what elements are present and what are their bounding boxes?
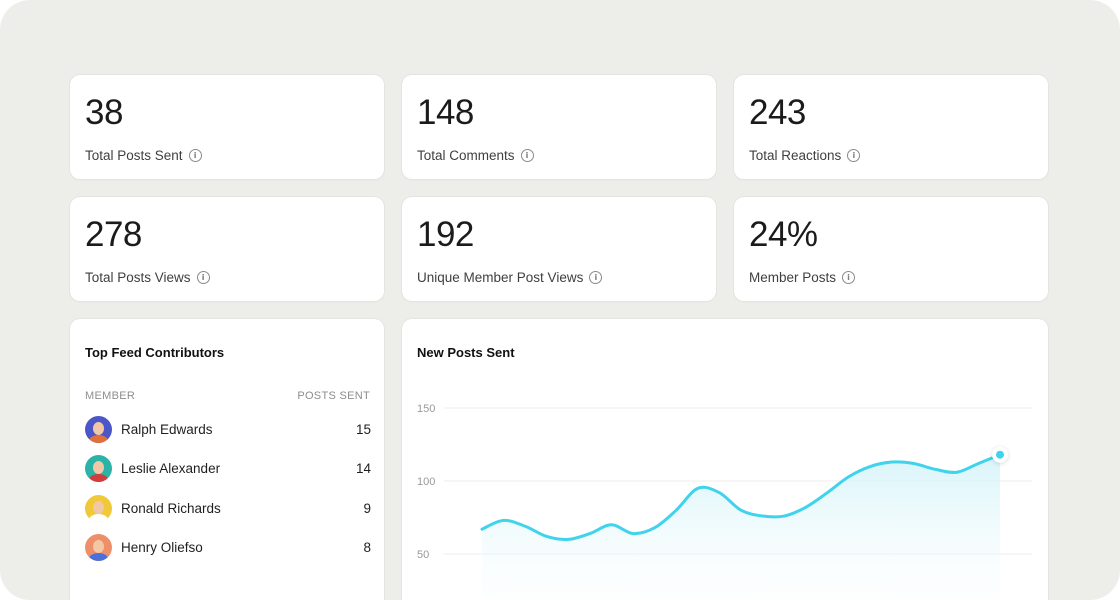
stat-value: 243 [749, 93, 806, 132]
chart-area-fill [482, 454, 1000, 600]
member-name: Ronald Richards [121, 500, 221, 516]
info-icon[interactable]: i [520, 149, 534, 162]
stat-label: Total Posts Sent [85, 148, 183, 163]
stat-value: 278 [85, 215, 142, 254]
info-icon[interactable]: i [589, 271, 603, 284]
info-icon[interactable]: i [847, 149, 861, 162]
member-name: Henry Oliefso [121, 539, 203, 555]
info-icon[interactable]: i [196, 271, 210, 284]
stat-card-total-posts-views[interactable]: 278 Total Posts Views i [70, 197, 384, 301]
panel-title: Top Feed Contributors [85, 345, 225, 360]
column-header-posts-sent: POSTS SENT [297, 390, 370, 402]
stat-label: Unique Member Post Views [417, 270, 584, 285]
y-tick-label: 50 [417, 549, 429, 561]
list-item[interactable]: Leslie Alexander 14 [85, 454, 371, 482]
avatar [85, 454, 112, 482]
posts-count: 14 [355, 460, 371, 476]
list-item[interactable]: Ralph Edwards 15 [85, 415, 371, 443]
stat-value: 24% [749, 215, 818, 254]
stat-card-total-posts-sent[interactable]: 38 Total Posts Sent i [70, 75, 384, 179]
avatar [85, 494, 112, 522]
stat-card-member-posts[interactable]: 24% Member Posts i [734, 197, 1048, 301]
stat-label: Total Reactions [749, 148, 842, 163]
new-posts-chart: 150 100 50 [417, 403, 1032, 600]
column-header-member: MEMBER [85, 390, 136, 402]
avatar [85, 415, 112, 443]
member-name: Leslie Alexander [121, 460, 221, 476]
stat-label: Total Posts Views [85, 270, 191, 285]
list-item[interactable]: Henry Oliefso 8 [85, 533, 371, 561]
stat-card-unique-member-post-views[interactable]: 192 Unique Member Post Views i [402, 197, 716, 301]
stat-label: Member Posts [749, 270, 837, 285]
y-tick-label: 150 [417, 403, 435, 415]
stat-card-total-comments[interactable]: 148 Total Comments i [402, 75, 716, 179]
avatar [85, 533, 112, 561]
posts-count: 8 [363, 539, 371, 555]
stat-card-total-reactions[interactable]: 243 Total Reactions i [734, 75, 1048, 179]
stat-value: 148 [417, 93, 474, 132]
chart-end-point[interactable] [996, 450, 1004, 459]
panel-title: New Posts Sent [417, 345, 515, 360]
info-icon[interactable]: i [188, 149, 202, 162]
top-contributors-panel: Top Feed Contributors MEMBER POSTS SENT … [70, 319, 384, 600]
stat-value: 192 [417, 215, 474, 254]
list-item[interactable]: Ronald Richards 9 [85, 494, 371, 522]
posts-count: 15 [355, 421, 371, 437]
posts-count: 9 [363, 500, 371, 516]
stat-label: Total Comments [417, 148, 515, 163]
y-tick-label: 100 [417, 476, 435, 488]
new-posts-chart-panel: New Posts Sent 150 100 50 [402, 319, 1048, 600]
info-icon[interactable]: i [842, 271, 856, 284]
stat-value: 38 [85, 93, 123, 132]
chart-series-line [480, 453, 1002, 542]
member-name: Ralph Edwards [121, 421, 213, 437]
